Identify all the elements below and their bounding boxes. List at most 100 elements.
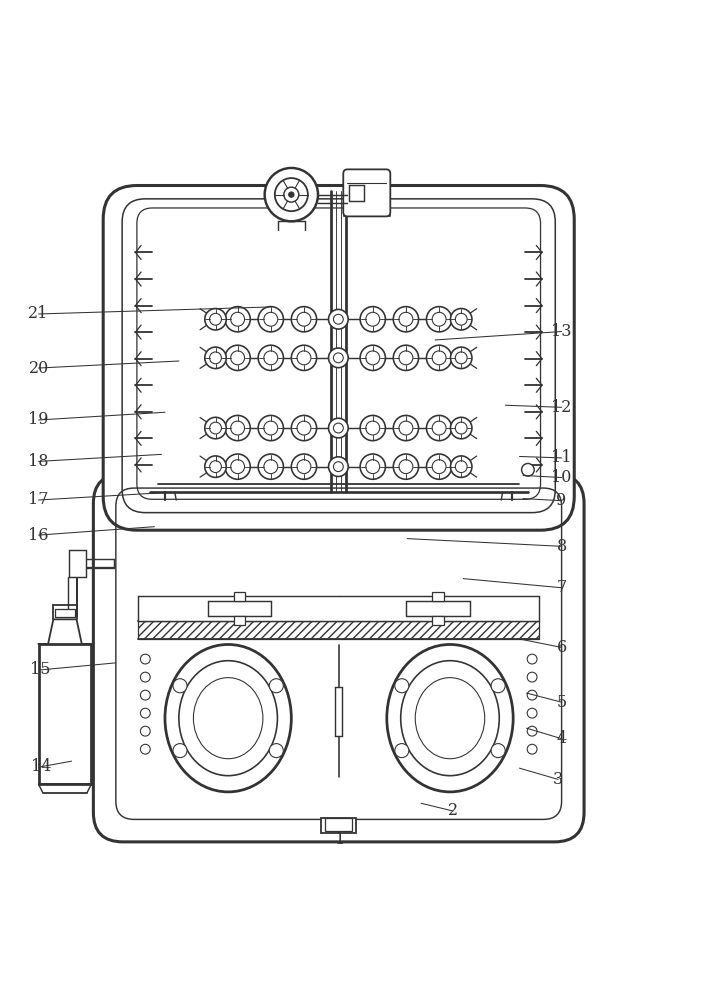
Circle shape (360, 307, 385, 332)
Circle shape (333, 423, 343, 433)
Text: 9: 9 (557, 492, 567, 509)
Circle shape (140, 654, 150, 664)
Circle shape (393, 307, 418, 332)
Bar (432, 592, 444, 601)
Circle shape (366, 460, 380, 474)
Circle shape (231, 312, 244, 326)
Ellipse shape (387, 644, 513, 792)
FancyBboxPatch shape (93, 474, 584, 842)
Text: 11: 11 (551, 449, 572, 466)
Circle shape (205, 308, 226, 330)
Circle shape (231, 421, 244, 435)
Circle shape (451, 417, 472, 439)
Circle shape (399, 351, 413, 365)
Circle shape (265, 168, 318, 221)
Circle shape (527, 690, 537, 700)
Circle shape (258, 307, 284, 332)
Circle shape (426, 454, 451, 479)
Circle shape (140, 744, 150, 754)
Bar (344, 207, 390, 216)
Text: 13: 13 (551, 323, 572, 340)
Circle shape (210, 313, 221, 325)
Text: 20: 20 (29, 360, 48, 377)
Circle shape (140, 726, 150, 736)
Circle shape (432, 351, 446, 365)
Bar (325, 818, 352, 831)
Text: 15: 15 (30, 661, 51, 678)
Text: 21: 21 (28, 305, 49, 322)
Circle shape (426, 307, 451, 332)
Text: 3: 3 (553, 771, 563, 788)
Circle shape (432, 460, 446, 474)
Circle shape (297, 421, 311, 435)
Ellipse shape (165, 644, 291, 792)
Bar (234, 616, 245, 625)
Bar (138, 596, 539, 621)
Circle shape (329, 309, 348, 329)
Bar (335, 687, 342, 736)
Circle shape (329, 418, 348, 438)
Text: 18: 18 (28, 453, 49, 470)
Ellipse shape (401, 661, 499, 776)
Text: 2: 2 (448, 802, 458, 819)
Circle shape (527, 708, 537, 718)
Circle shape (284, 187, 299, 202)
Circle shape (527, 726, 537, 736)
Circle shape (258, 345, 284, 370)
Circle shape (225, 415, 250, 441)
Bar (69, 550, 86, 577)
Circle shape (140, 708, 150, 718)
FancyBboxPatch shape (343, 169, 390, 216)
Circle shape (360, 454, 385, 479)
Circle shape (395, 744, 409, 758)
Circle shape (205, 417, 226, 439)
Circle shape (366, 351, 380, 365)
Circle shape (333, 353, 343, 363)
Circle shape (274, 178, 308, 211)
Circle shape (456, 422, 467, 434)
Circle shape (333, 314, 343, 324)
Circle shape (393, 415, 418, 441)
Circle shape (225, 345, 250, 370)
Circle shape (297, 460, 311, 474)
Circle shape (395, 679, 409, 693)
Circle shape (291, 345, 317, 370)
Circle shape (297, 312, 311, 326)
Bar (321, 818, 356, 833)
Ellipse shape (415, 678, 484, 759)
Circle shape (456, 461, 467, 473)
Circle shape (225, 307, 250, 332)
Circle shape (291, 415, 317, 441)
Circle shape (258, 454, 284, 479)
Circle shape (205, 456, 226, 477)
Circle shape (366, 312, 380, 326)
Bar (39, 644, 91, 784)
Bar (55, 609, 75, 617)
Circle shape (264, 351, 278, 365)
Text: 16: 16 (28, 527, 49, 544)
Bar (234, 592, 245, 601)
Circle shape (173, 679, 187, 693)
Circle shape (491, 744, 505, 758)
Circle shape (173, 744, 187, 758)
Circle shape (289, 192, 294, 197)
Circle shape (451, 347, 472, 369)
Bar (406, 601, 470, 616)
Circle shape (366, 421, 380, 435)
Circle shape (140, 672, 150, 682)
Bar (138, 621, 539, 639)
Circle shape (527, 672, 537, 682)
Text: 12: 12 (551, 399, 572, 416)
Circle shape (258, 415, 284, 441)
Circle shape (210, 352, 221, 364)
Circle shape (210, 422, 221, 434)
Circle shape (329, 457, 348, 476)
Circle shape (527, 744, 537, 754)
Circle shape (451, 456, 472, 477)
Circle shape (399, 460, 413, 474)
Text: 7: 7 (557, 579, 567, 596)
Circle shape (360, 415, 385, 441)
Text: 14: 14 (30, 758, 51, 775)
Circle shape (210, 461, 221, 473)
Circle shape (270, 744, 284, 758)
